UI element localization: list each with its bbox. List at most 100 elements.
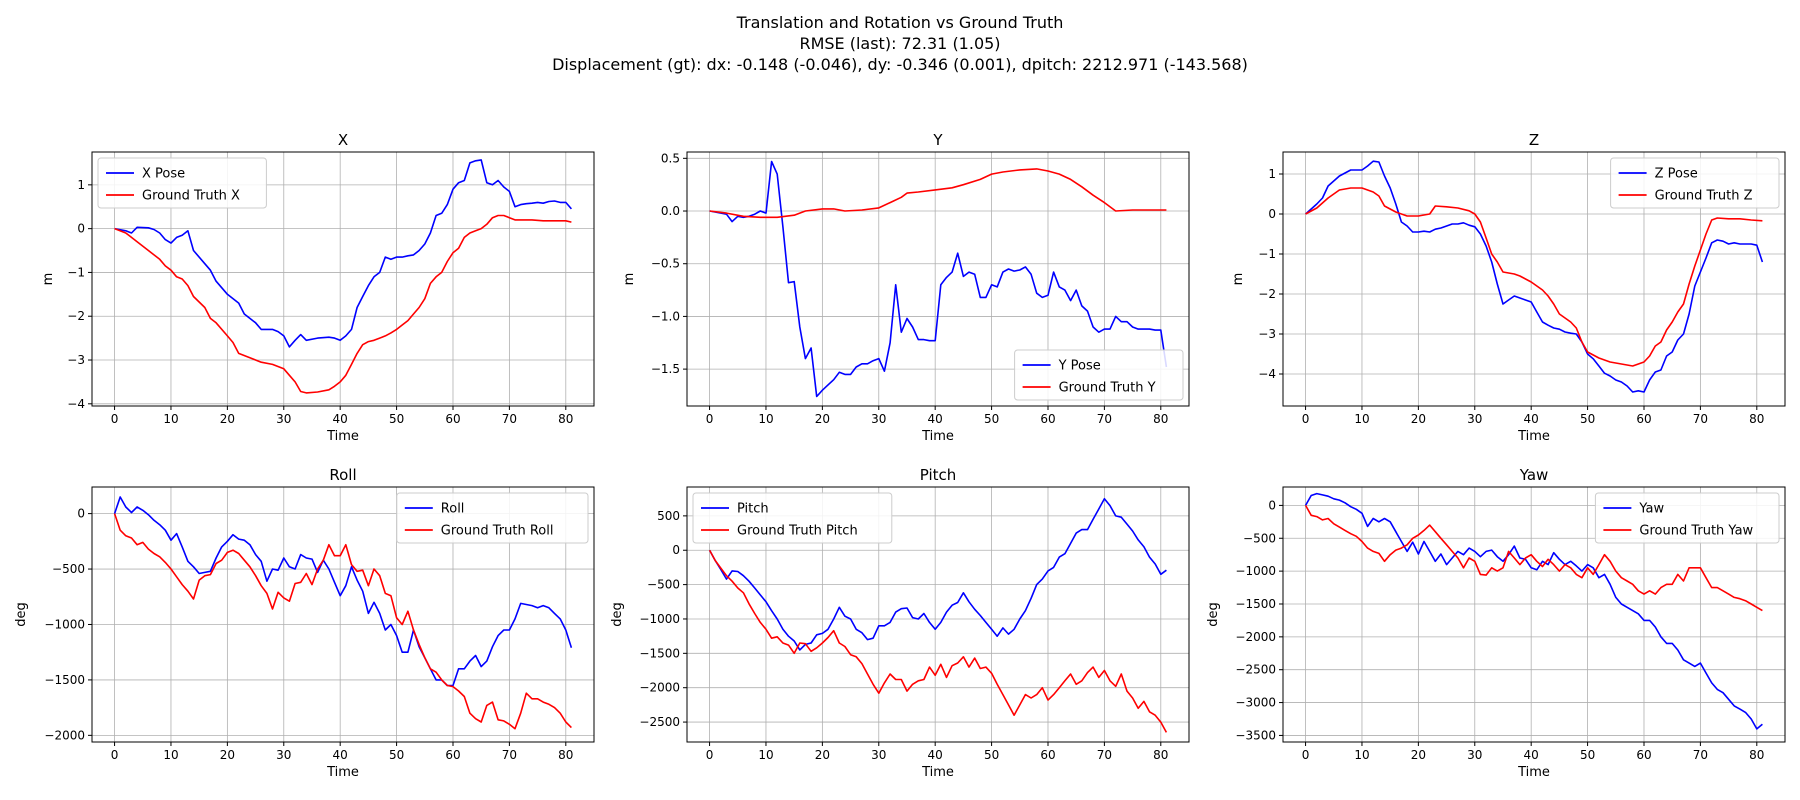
x-tick-label: 50 xyxy=(984,748,999,762)
y-axis-label: deg xyxy=(610,602,625,627)
x-tick-label: 0 xyxy=(111,748,119,762)
x-tick-label: 60 xyxy=(1040,748,1055,762)
legend-label: Ground Truth Yaw xyxy=(1639,524,1753,539)
series-line-ground-truth xyxy=(113,513,572,730)
legend: Z Pose Ground Truth Z xyxy=(1610,157,1780,209)
y-tick-label: 0 xyxy=(1268,207,1276,221)
x-tick-label: 20 xyxy=(1411,412,1426,426)
y-tick-label: −1.0 xyxy=(651,309,680,323)
subplot-title: X xyxy=(338,131,348,149)
x-tick-label: 50 xyxy=(1580,748,1595,762)
legend-box xyxy=(1610,157,1780,209)
figure-title-line-1: Translation and Rotation vs Ground Truth xyxy=(736,13,1064,32)
x-axis-label: Time xyxy=(326,429,359,444)
y-tick-label: −2000 xyxy=(1235,630,1276,644)
legend: X Pose Ground Truth X xyxy=(97,157,267,209)
legend-label: Ground Truth Y xyxy=(1059,381,1156,396)
x-tick-label: 30 xyxy=(1467,412,1482,426)
y-tick-label: 0 xyxy=(77,222,85,236)
x-tick-label: 10 xyxy=(163,412,178,426)
series-line-pose xyxy=(113,496,573,687)
subplot-yaw: 0 10 20 30 40 50 60 70 80 −3500 −3000 −2500 −2000 −15… xyxy=(1206,466,1786,780)
y-axis-label: m xyxy=(1231,273,1246,286)
axes-frame xyxy=(1282,486,1786,743)
legend: Roll Ground Truth Roll xyxy=(396,492,589,544)
y-tick-label: −1.5 xyxy=(651,362,680,376)
legend-label: X Pose xyxy=(142,167,185,182)
x-tick-label: 0 xyxy=(1302,412,1310,426)
subplot-z: 0 10 20 30 40 50 60 70 80 −4 −3 −2 −1 0 1 Z Time m Z Pose G… xyxy=(1231,131,1786,444)
subplot-roll: 0 10 20 30 40 50 60 70 80 −2000 −1500 −1000 −500 0 Rol… xyxy=(14,466,595,780)
legend-label: Z Pose xyxy=(1655,167,1698,182)
x-tick-label: 70 xyxy=(1693,412,1708,426)
y-tick-label: −3 xyxy=(67,353,85,367)
y-tick-label: −1500 xyxy=(44,673,85,687)
y-axis-label: deg xyxy=(1206,602,1221,627)
x-tick-label: 50 xyxy=(1580,412,1595,426)
y-tick-label: 0.5 xyxy=(661,151,680,165)
subplot-title: Roll xyxy=(329,466,356,484)
subplot-x: 0 10 20 30 40 50 60 70 80 −4 −3 −2 −1 0 1 X Time m X Pose G… xyxy=(41,131,595,444)
subplot-title: Z xyxy=(1529,131,1539,149)
x-tick-label: 40 xyxy=(1524,748,1539,762)
y-tick-label: 1 xyxy=(77,178,85,192)
x-tick-label: 70 xyxy=(1693,748,1708,762)
x-tick-label: 60 xyxy=(1040,412,1055,426)
x-tick-label: 20 xyxy=(220,748,235,762)
series-line-ground-truth xyxy=(114,214,572,394)
series-line-ground-truth xyxy=(1304,505,1763,612)
y-tick-label: −2500 xyxy=(1235,663,1276,677)
x-tick-label: 10 xyxy=(1354,412,1369,426)
x-tick-label: 40 xyxy=(333,748,348,762)
x-tick-label: 60 xyxy=(445,412,460,426)
x-tick-label: 70 xyxy=(502,748,517,762)
axes-frame xyxy=(91,151,595,407)
y-axis-label: deg xyxy=(14,602,29,627)
axes-frame xyxy=(91,486,595,743)
legend-label: Pitch xyxy=(737,502,769,517)
x-tick-label: 10 xyxy=(758,748,773,762)
series-line-pose xyxy=(708,497,1167,651)
y-tick-label: 1 xyxy=(1268,167,1276,181)
x-axis-label: Time xyxy=(1517,429,1550,444)
y-tick-label: −1000 xyxy=(639,612,680,626)
x-tick-label: 40 xyxy=(333,412,348,426)
x-tick-label: 40 xyxy=(928,748,943,762)
axes-frame xyxy=(686,486,1190,743)
series-line-pose xyxy=(1305,160,1764,393)
series-line-pose xyxy=(709,160,1168,398)
y-tick-label: −3 xyxy=(1258,327,1276,341)
legend-label: Ground Truth Pitch xyxy=(737,524,858,539)
y-tick-label: 0 xyxy=(1268,498,1276,512)
x-tick-label: 10 xyxy=(163,748,178,762)
legend-label: Roll xyxy=(441,502,465,517)
y-tick-label: −1 xyxy=(1258,247,1276,261)
x-tick-label: 20 xyxy=(220,412,235,426)
y-tick-label: −2 xyxy=(1258,287,1276,301)
legend-box xyxy=(97,157,267,209)
subplot-title: Yaw xyxy=(1519,466,1549,484)
y-tick-label: −0.5 xyxy=(651,257,680,271)
x-tick-label: 80 xyxy=(1749,748,1764,762)
x-tick-label: 80 xyxy=(1153,412,1168,426)
y-tick-label: 0 xyxy=(77,507,85,521)
subplot-pitch: 0 10 20 30 40 50 60 70 80 −2500 −2000 −1500 −1000 −50… xyxy=(610,466,1190,780)
x-tick-label: 0 xyxy=(706,748,714,762)
y-tick-label: −1000 xyxy=(1235,564,1276,578)
y-tick-label: −500 xyxy=(1243,531,1276,545)
figure-title-line-2: RMSE (last): 72.31 (1.05) xyxy=(799,34,1001,53)
x-tick-label: 10 xyxy=(758,412,773,426)
y-tick-label: −4 xyxy=(67,397,85,411)
x-tick-label: 30 xyxy=(276,412,291,426)
x-tick-label: 20 xyxy=(1411,748,1426,762)
x-tick-label: 0 xyxy=(706,412,714,426)
x-tick-label: 20 xyxy=(815,748,830,762)
y-axis-label: m xyxy=(622,273,637,286)
x-tick-label: 50 xyxy=(389,748,404,762)
figure-title: Translation and Rotation vs Ground Truth… xyxy=(0,12,1800,75)
legend-label: Ground Truth Z xyxy=(1655,189,1753,204)
y-tick-label: 0.0 xyxy=(661,204,680,218)
y-tick-label: −4 xyxy=(1258,367,1276,381)
series-line-ground-truth xyxy=(1305,187,1763,367)
